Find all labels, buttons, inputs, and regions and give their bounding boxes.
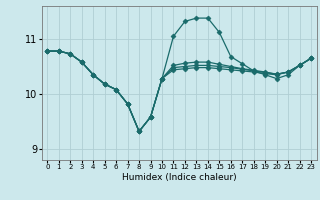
X-axis label: Humidex (Indice chaleur): Humidex (Indice chaleur) — [122, 173, 236, 182]
